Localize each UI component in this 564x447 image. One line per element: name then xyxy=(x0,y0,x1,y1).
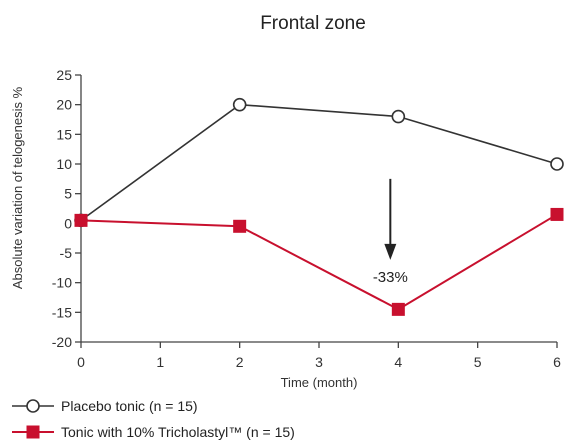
y-tick-label: -20 xyxy=(52,334,72,350)
data-point xyxy=(391,109,406,124)
y-tick-label: 15 xyxy=(56,126,72,142)
y-tick-label: -10 xyxy=(52,275,72,291)
x-tick-label: 6 xyxy=(553,354,561,370)
x-tick-label: 2 xyxy=(236,354,244,370)
x-tick-label: 5 xyxy=(474,354,482,370)
data-point xyxy=(233,219,247,233)
annotation-layer: -33% xyxy=(373,178,408,286)
y-axis-label: Absolute variation of telogenesis % xyxy=(10,86,25,289)
legend-item-1: Placebo tonic (n = 15) xyxy=(12,398,198,414)
y-tick-label: 0 xyxy=(64,215,72,231)
series-2 xyxy=(74,207,564,316)
data-point xyxy=(232,97,247,112)
x-tick-label: 4 xyxy=(394,354,402,370)
y-tick-label: 25 xyxy=(56,67,72,83)
legend: Placebo tonic (n = 15) Tonic with 10% Tri… xyxy=(12,398,295,440)
legend-marker xyxy=(26,425,40,439)
series-1 xyxy=(74,97,564,228)
y-tick-label: 20 xyxy=(56,97,72,113)
data-point xyxy=(550,207,564,221)
y-tick-label: 10 xyxy=(56,156,72,172)
y-ticks: 25 20 15 10 5 0 -5 -10 -15 -20 xyxy=(52,67,81,350)
y-tick-label: -15 xyxy=(52,304,72,320)
y-tick-label: 5 xyxy=(64,186,72,202)
series-line xyxy=(80,103,558,222)
legend-label: Placebo tonic (n = 15) xyxy=(61,398,198,414)
chart-title: Frontal zone xyxy=(260,13,366,34)
axes xyxy=(80,75,557,343)
x-tick-label: 3 xyxy=(315,354,323,370)
x-axis-label: Time (month) xyxy=(281,375,358,390)
annotation-arrow-head xyxy=(384,243,397,260)
x-tick-label: 0 xyxy=(77,354,85,370)
legend-marker xyxy=(26,399,40,413)
data-point xyxy=(391,302,405,316)
y-tick-label: -5 xyxy=(60,245,73,261)
annotation-label: -33% xyxy=(373,269,408,286)
data-point xyxy=(74,213,88,227)
series-line xyxy=(80,213,558,311)
series-layer xyxy=(74,97,564,316)
x-tick-label: 1 xyxy=(156,354,164,370)
x-ticks: 0 1 2 3 4 5 6 xyxy=(77,342,561,370)
data-point xyxy=(550,157,564,171)
legend-label: Tonic with 10% Tricholastyl™ (n = 15) xyxy=(61,424,295,440)
legend-item-2: Tonic with 10% Tricholastyl™ (n = 15) xyxy=(12,424,295,440)
